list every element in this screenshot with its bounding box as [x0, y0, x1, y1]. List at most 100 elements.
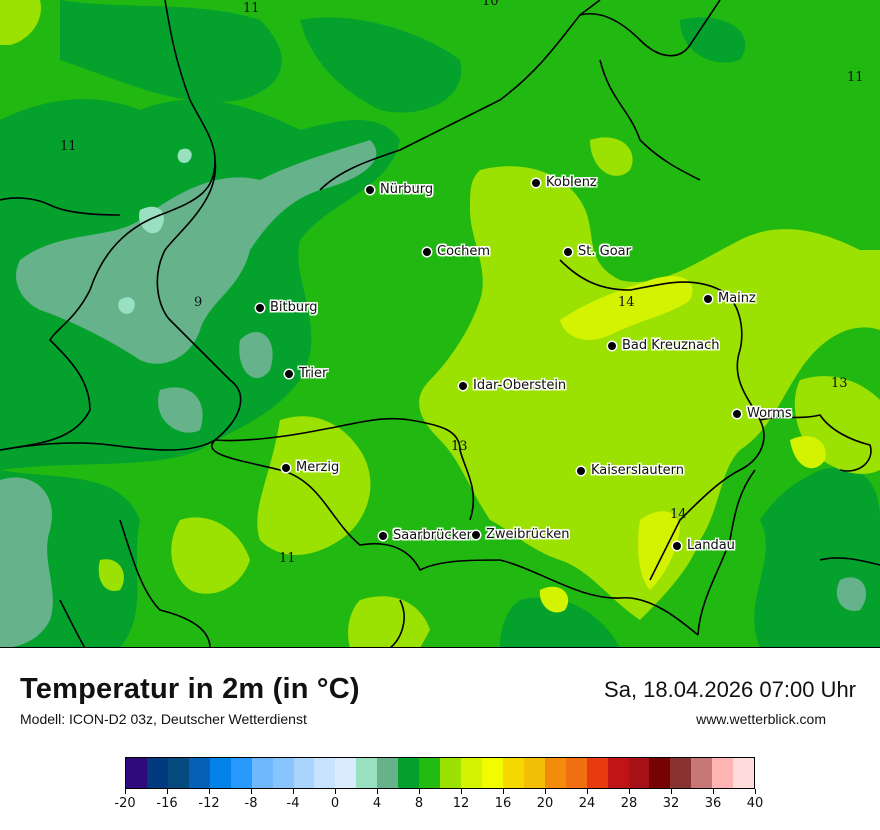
city-label: Kaiserslautern	[591, 463, 685, 478]
city-dot-icon	[285, 369, 293, 378]
city-label: Nürburg	[380, 182, 434, 197]
colorbar-segment	[293, 758, 315, 788]
temperature-colorbar	[125, 757, 755, 789]
colorbar-tick	[713, 789, 714, 794]
colorbar-segment	[419, 758, 441, 788]
colorbar-tick-label: 20	[536, 796, 554, 811]
colorbar-segment	[523, 758, 545, 788]
colorbar-segment	[209, 758, 231, 788]
isotherm-label: 11	[279, 551, 296, 566]
colorbar-tick-label: -16	[156, 796, 178, 811]
city-dot-icon	[577, 466, 585, 475]
colorbar-tick-label: 32	[662, 796, 680, 811]
colorbar-tick-label: 16	[494, 796, 512, 811]
colorbar-tick	[251, 789, 252, 794]
city-dot-icon	[366, 185, 374, 194]
city-dot-icon	[459, 381, 467, 390]
colorbar-segment	[670, 758, 692, 788]
city-dot-icon	[532, 178, 540, 187]
city-dot-icon	[423, 247, 431, 256]
city-marker: Trier	[285, 367, 327, 380]
isotherm-label: 11	[847, 70, 864, 85]
colorbar-segment	[733, 758, 755, 788]
colorbar-tick-label: 8	[414, 796, 424, 811]
temperature-map[interactable]: 11 10 11 11 9 14 13 13 14 11 Nürburg Koblenz Cochem…	[0, 0, 880, 648]
city-marker: Zweibrücken	[472, 528, 569, 541]
city-label: Bitburg	[270, 300, 318, 315]
colorbar-segment	[712, 758, 734, 788]
city-label: Trier	[299, 366, 328, 381]
city-label: Landau	[687, 538, 735, 553]
colorbar-segment	[146, 758, 168, 788]
colorbar-segment	[481, 758, 503, 788]
isotherm-label: 11	[60, 139, 77, 154]
temperature-field	[0, 0, 880, 647]
city-marker: Kaiserslautern	[577, 464, 684, 477]
colorbar-segment	[398, 758, 420, 788]
city-dot-icon	[256, 303, 264, 312]
colorbar-segment	[691, 758, 713, 788]
city-dot-icon	[379, 531, 387, 540]
colorbar-tick	[503, 789, 504, 794]
city-marker: Bitburg	[256, 301, 318, 314]
city-label: Saarbrücken	[393, 528, 475, 543]
map-title: Temperatur in 2m (in °C)	[20, 673, 360, 705]
colorbar-tick-label: 24	[578, 796, 596, 811]
colorbar-segment	[440, 758, 461, 788]
colorbar-segment	[251, 758, 273, 788]
colorbar-tick	[419, 789, 420, 794]
city-marker: Koblenz	[532, 176, 597, 189]
colorbar-tick-label: 36	[704, 796, 722, 811]
colorbar-tick-label: -4	[286, 796, 300, 811]
city-label: Merzig	[296, 460, 340, 475]
colorbar-segment	[607, 758, 629, 788]
city-label: Cochem	[437, 244, 491, 259]
colorbar-segment	[649, 758, 671, 788]
city-marker: Mainz	[704, 292, 756, 305]
map-footer: Temperatur in 2m (in °C) Modell: ICON-D2…	[0, 649, 880, 830]
city-marker: Worms	[733, 407, 792, 420]
city-dot-icon	[704, 294, 712, 303]
colorbar-tick-label: 0	[330, 796, 340, 811]
city-dot-icon	[282, 463, 290, 472]
colorbar-tick-label: 28	[620, 796, 638, 811]
city-label: Zweibrücken	[486, 527, 570, 542]
model-source: Modell: ICON-D2 03z, Deutscher Wetterdie…	[20, 711, 307, 727]
city-marker: Idar-Oberstein	[459, 379, 566, 392]
website-link[interactable]: www.wetterblick.com	[696, 711, 826, 727]
city-dot-icon	[472, 530, 480, 539]
colorbar-tick	[629, 789, 630, 794]
colorbar-tick	[755, 789, 756, 794]
colorbar-tick-label: -12	[198, 796, 220, 811]
colorbar-tick	[587, 789, 588, 794]
colorbar-segment	[188, 758, 210, 788]
colorbar-tick	[167, 789, 168, 794]
city-marker: Saarbrücken	[379, 529, 475, 542]
colorbar-segment	[377, 758, 399, 788]
city-label: Koblenz	[546, 175, 597, 190]
colorbar-segment	[628, 758, 650, 788]
colorbar-tick-label: 4	[372, 796, 382, 811]
isotherm-label: 9	[194, 295, 203, 310]
colorbar-tick	[377, 789, 378, 794]
colorbar-tick	[461, 789, 462, 794]
isotherm-label: 13	[831, 376, 848, 391]
city-marker: St. Goar	[564, 245, 631, 258]
city-dot-icon	[733, 409, 741, 418]
isotherm-label: 14	[618, 295, 635, 310]
colorbar-tick	[293, 789, 294, 794]
city-label: Mainz	[718, 291, 756, 306]
colorbar-segment	[272, 758, 294, 788]
isotherm-label: 10	[482, 0, 499, 9]
isotherm-label: 11	[243, 1, 260, 16]
forecast-datetime: Sa, 18.04.2026 07:00 Uhr	[604, 677, 856, 702]
colorbar-segment	[230, 758, 252, 788]
colorbar-ticks: -20 -16 -12 -8 -4 0 4 8 12 16 20 24 28 32 36 40	[114, 789, 763, 819]
colorbar-segment	[356, 758, 378, 788]
city-marker: Merzig	[282, 461, 339, 474]
colorbar-segment	[335, 758, 357, 788]
isotherm-label: 13	[451, 439, 468, 454]
colorbar-segment	[461, 758, 482, 788]
colorbar-segment	[502, 758, 524, 788]
city-marker: Cochem	[423, 245, 490, 258]
